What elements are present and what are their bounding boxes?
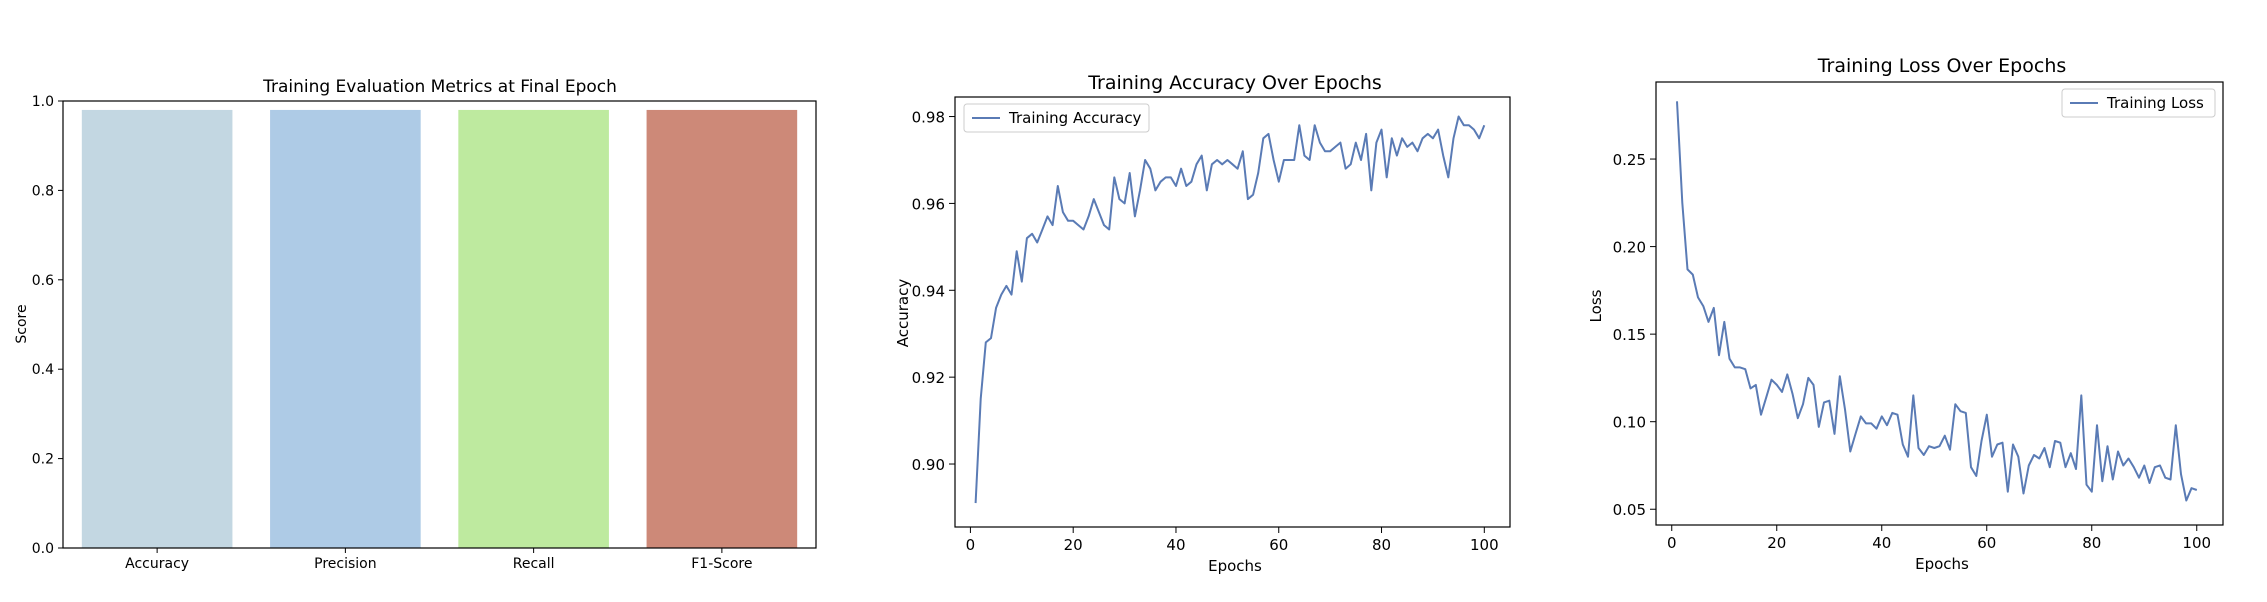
x-tick-label: Accuracy [125, 556, 189, 572]
y-tick-label: 0.2 [32, 452, 54, 468]
x-tick-label: 60 [1269, 536, 1288, 554]
x-tick-label: 100 [2182, 534, 2211, 552]
x-axis-label: Epochs [1208, 557, 1262, 575]
legend-label: Training Accuracy [1008, 109, 1142, 127]
y-tick-label: 0.8 [32, 183, 54, 199]
y-tick-label: 1.0 [32, 94, 54, 110]
chart-title: Training Evaluation Metrics at Final Epo… [262, 77, 617, 97]
legend: Training Accuracy [963, 103, 1150, 133]
x-tick-label: Precision [314, 556, 376, 572]
x-tick-label: 80 [2082, 534, 2101, 552]
series-line-training-loss [1676, 101, 2198, 502]
x-tick-label: 40 [1166, 536, 1185, 554]
plot-frame [954, 96, 1511, 528]
y-tick-label: 0.4 [32, 362, 54, 378]
bar-f1-score [646, 109, 798, 548]
x-axis-label: Epochs [1915, 555, 1969, 573]
plot-frame [62, 100, 817, 549]
y-tick-label: 0.25 [1613, 151, 1646, 169]
x-tick-label: 40 [1872, 534, 1891, 552]
x-tick-label: 20 [1767, 534, 1786, 552]
x-tick-label: 80 [1372, 536, 1391, 554]
y-tick-label: 0.98 [912, 109, 945, 127]
bar-accuracy [81, 109, 233, 548]
legend: Training Loss [2061, 88, 2216, 118]
y-tick-label: 0.94 [912, 282, 945, 300]
y-tick-label: 0.20 [1613, 239, 1646, 257]
series-line-training-accuracy [974, 115, 1486, 504]
y-axis-label: Loss [1587, 289, 1605, 322]
bar-precision [270, 109, 421, 548]
legend-label: Training Loss [2106, 94, 2204, 112]
y-tick-label: 0.15 [1613, 326, 1646, 344]
y-tick-label: 0.92 [912, 369, 945, 387]
bar-recall [458, 109, 609, 548]
chart-title: Training Loss Over Epochs [1817, 55, 2067, 77]
x-tick-label: 20 [1064, 536, 1083, 554]
y-tick-label: 0.96 [912, 195, 945, 213]
legend-box [2061, 88, 2216, 118]
y-axis-label: Accuracy [894, 279, 912, 348]
y-tick-label: 0.10 [1613, 414, 1646, 432]
y-tick-label: 0.0 [32, 541, 54, 557]
y-tick-label: 0.90 [912, 456, 945, 474]
legend-box [963, 103, 1150, 133]
y-tick-label: 0.05 [1613, 501, 1646, 519]
x-tick-label: Recall [513, 556, 555, 572]
plot-frame [1655, 81, 2224, 526]
x-tick-label: 100 [1470, 536, 1499, 554]
x-tick-label: 0 [1667, 534, 1677, 552]
x-tick-label: F1-Score [691, 556, 752, 572]
chart-title: Training Accuracy Over Epochs [1087, 72, 1382, 94]
x-tick-label: 60 [1977, 534, 1996, 552]
y-tick-label: 0.6 [32, 273, 54, 289]
y-axis-label: Score [14, 304, 30, 343]
x-tick-label: 0 [966, 536, 976, 554]
